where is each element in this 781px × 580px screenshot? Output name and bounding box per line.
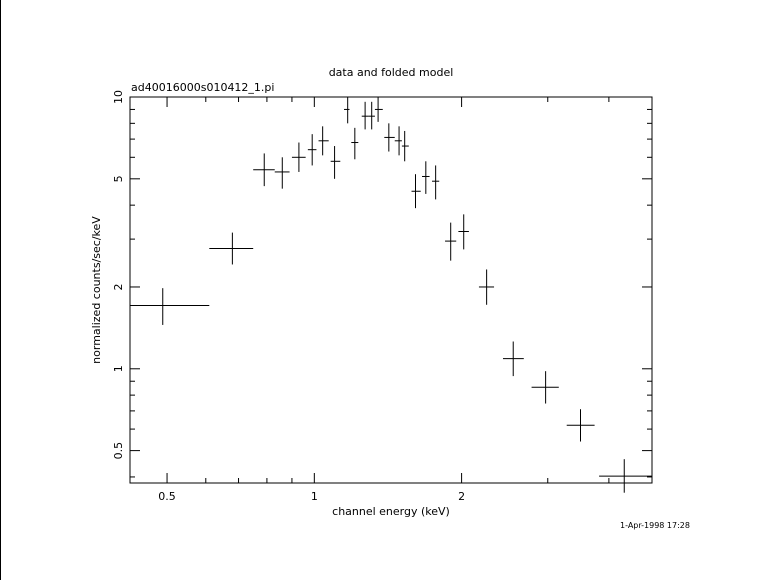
data-point-12 xyxy=(374,97,383,122)
data-point-5 xyxy=(307,134,317,166)
data-point-15 xyxy=(401,130,409,162)
x-axis-label: channel energy (keV) xyxy=(332,505,450,518)
data-point-7 xyxy=(330,146,341,179)
data-point-9 xyxy=(351,127,359,160)
data-point-16 xyxy=(411,174,421,209)
data-points xyxy=(130,97,652,493)
window-left-border xyxy=(0,0,1,580)
x-tick-label: 0.5 xyxy=(158,490,176,503)
y-tick-label: 2 xyxy=(112,283,125,290)
data-point-22 xyxy=(502,341,524,377)
y-axis-label: normalized counts/sec/keV xyxy=(90,216,103,364)
plot-frame xyxy=(129,96,653,484)
data-point-10 xyxy=(361,101,369,130)
data-point-6 xyxy=(318,126,329,156)
data-point-13 xyxy=(384,123,395,152)
axis-ticks xyxy=(130,96,652,483)
y-tick-label: 5 xyxy=(112,175,125,182)
chart-subtitle: ad40016000s010412_1.pi xyxy=(131,81,274,94)
data-point-20 xyxy=(458,214,469,250)
data-point-3 xyxy=(274,157,290,189)
data-point-8 xyxy=(344,97,350,124)
data-point-1 xyxy=(209,232,254,265)
plot-timestamp: 1-Apr-1998 17:28 xyxy=(620,521,690,530)
data-point-17 xyxy=(422,161,430,194)
data-point-0 xyxy=(130,288,210,325)
data-point-25 xyxy=(599,459,652,493)
data-point-23 xyxy=(531,371,559,404)
data-point-18 xyxy=(432,165,440,200)
data-point-11 xyxy=(368,101,375,130)
data-point-19 xyxy=(445,222,457,261)
y-tick-label: 1 xyxy=(112,365,125,372)
data-point-24 xyxy=(566,409,595,442)
x-tick-label: 2 xyxy=(458,490,465,503)
data-point-21 xyxy=(478,269,495,305)
data-point-14 xyxy=(394,126,402,156)
data-point-4 xyxy=(291,142,306,172)
data-point-2 xyxy=(253,153,275,187)
x-tick-label: 1 xyxy=(311,490,318,503)
y-tick-label: 0.5 xyxy=(112,442,125,460)
y-tick-label: 10 xyxy=(112,90,125,104)
axis-tick-labels: 0.5 1 2 0.5 1 2 5 10 xyxy=(112,90,465,503)
chart-title: data and folded model xyxy=(329,66,454,79)
